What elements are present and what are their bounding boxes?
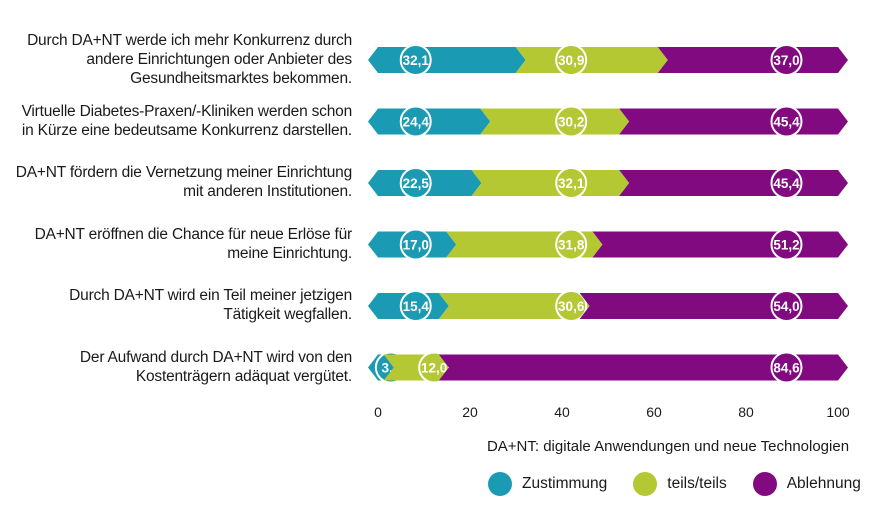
legend-item: teils/teils — [633, 472, 727, 496]
value-bubble — [555, 105, 588, 138]
x-axis: 0 20 40 60 80 100 — [374, 404, 850, 420]
value-label: 32,1 — [558, 176, 585, 191]
x-tick-label: 20 — [462, 404, 478, 420]
legend-item: Zustimmung — [488, 472, 607, 496]
value-label: 31,8 — [558, 238, 585, 253]
value-label: 30,2 — [558, 115, 584, 130]
legend-label: teils/teils — [667, 475, 727, 492]
value-bubble — [399, 105, 432, 138]
value-label: 84,6 — [773, 361, 800, 376]
bar-segment — [515, 47, 668, 73]
x-tick-label: 60 — [646, 404, 662, 420]
category-label: Virtuelle Diabetes-Praxen/-Kliniken werd… — [21, 102, 353, 139]
bar-segment — [619, 108, 848, 135]
value-bubble — [555, 44, 588, 76]
value-bubble — [399, 167, 432, 199]
value-label: 30,9 — [558, 53, 584, 68]
value-bubble — [399, 44, 432, 76]
value-label: 15,4 — [403, 299, 430, 314]
value-bubble — [770, 167, 803, 199]
value-bubble — [770, 290, 803, 322]
category-label: Der Aufwand durch DA+NT wird von den Kos… — [79, 348, 352, 385]
legend: Zustimmung teils/teils Ablehnung — [488, 472, 887, 496]
value-label: 12,0 — [421, 361, 447, 376]
value-bubble — [770, 105, 803, 138]
value-bubble — [770, 351, 803, 384]
value-bubble — [555, 290, 588, 322]
bar-segment — [619, 170, 848, 196]
value-label: 22,5 — [403, 176, 430, 191]
x-tick-label: 40 — [554, 404, 570, 420]
legend-label: Zustimmung — [522, 475, 608, 492]
value-bubble — [770, 44, 803, 76]
bar-segment — [657, 47, 848, 73]
x-tick-label: 100 — [826, 404, 850, 420]
bar-segment — [471, 170, 630, 196]
legend-swatch — [633, 472, 658, 496]
bar-segment — [592, 231, 848, 258]
bar-segment — [368, 47, 526, 73]
value-bubble — [555, 167, 588, 199]
legend-label: Ablehnung — [786, 475, 861, 492]
value-label: 45,4 — [773, 176, 800, 191]
bar-segment — [480, 108, 630, 135]
category-label: Durch DA+NT werde ich mehr Konkurrenz du… — [27, 31, 352, 87]
category-label: Durch DA+NT wird ein Teil meiner jetzige… — [69, 287, 352, 323]
value-label: 37,0 — [773, 53, 799, 68]
value-bubble — [770, 228, 803, 261]
value-label: 32,1 — [403, 53, 430, 68]
abbreviation-note: DA+NT: digitale Anwendungen und neue Tec… — [486, 438, 850, 455]
value-bubble — [555, 228, 588, 261]
value-bubble — [399, 290, 432, 322]
value-label: 51,2 — [773, 238, 799, 253]
bar-segment — [438, 293, 590, 319]
legend-item: Ablehnung — [752, 472, 861, 496]
value-label: 24,4 — [403, 115, 430, 130]
value-label: 54,0 — [773, 299, 799, 314]
bar-segment — [579, 293, 848, 319]
category-label: DA+NT fördern die Vernetzung meiner Einr… — [15, 164, 352, 200]
legend-swatch — [752, 472, 777, 496]
value-label: 17,0 — [403, 238, 429, 253]
bar-segment — [438, 354, 848, 381]
value-bubble — [399, 228, 432, 261]
x-tick-label: 80 — [738, 404, 754, 420]
value-label: 30,6 — [558, 299, 585, 314]
legend-swatch — [488, 472, 512, 496]
category-label: DA+NT eröffnen die Chance für neue Erlös… — [34, 225, 353, 262]
bars-group: 32,1 30,9 37,0 24,4 30,2 45,4 22,5 32,1 45,4 17,0… — [368, 44, 848, 384]
x-tick-label: 0 — [374, 404, 382, 420]
value-label: 45,4 — [773, 115, 800, 130]
